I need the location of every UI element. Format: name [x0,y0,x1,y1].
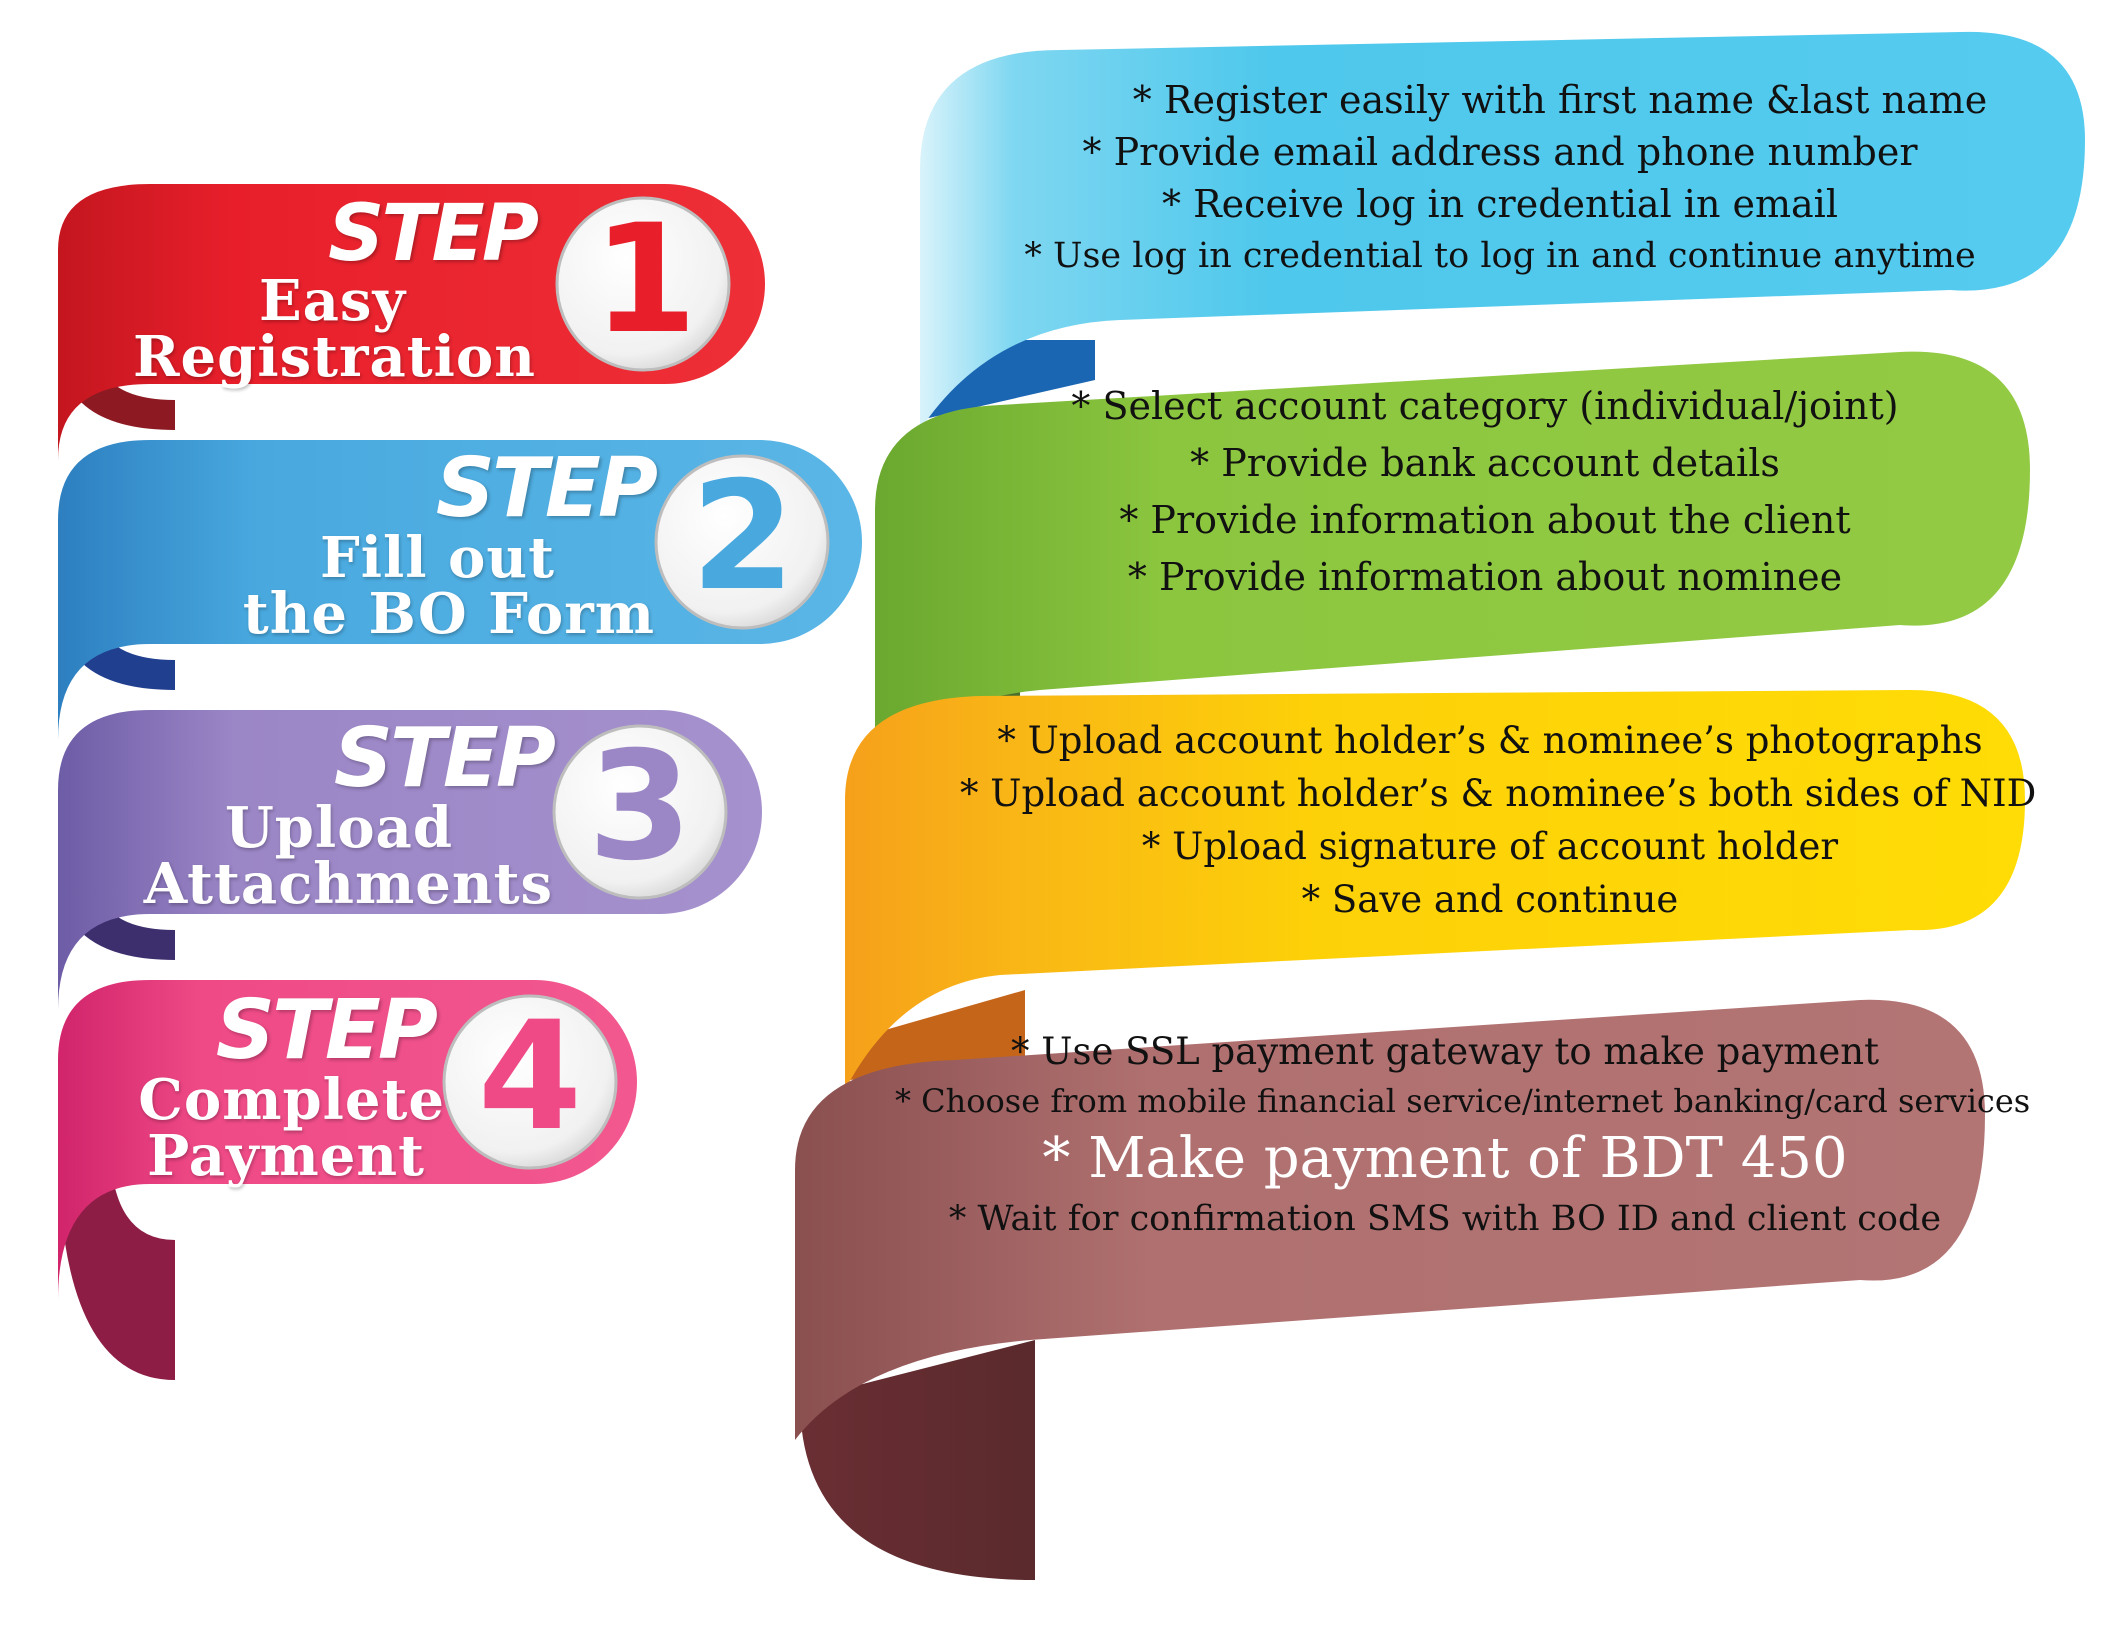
step-2-detail-3: * Provide information about the client [1119,498,1851,542]
step-1-detail-2: * Provide email address and phone number [1082,130,1918,174]
step-3-detail-4: * Save and continue [1301,878,1679,921]
step-4-title: STEP Complete Payment [138,983,444,1189]
step-1-title-line-1: Easy [258,268,406,334]
step-1-detail-3: * Receive log in credential in email [1161,182,1838,226]
step-4-title-line-2: Payment [147,1123,425,1189]
step-2-details: * Select account category (individual/jo… [960,378,2010,606]
step-4-title-line-1: Complete [138,1067,445,1133]
step-1-detail-1: * Register easily with first name &last … [1132,78,1988,122]
step-4-details: * Use SSL payment gateway to make paymen… [895,1026,2031,1244]
step-3-title: STEP Upload Attachments [143,711,556,917]
step-1-number: 1 [592,193,698,367]
step-2-word: STEP [435,441,658,536]
step-3-title-line-2: Attachments [143,851,553,917]
step-3-detail-1: * Upload account holder’s & nominee’s ph… [997,719,1983,762]
step-3-word: STEP [333,711,556,806]
step-4-word: STEP [215,983,438,1078]
step-1-details: * Register easily with first name &last … [960,74,2040,282]
step-4-number: 4 [477,990,583,1164]
step-3-title-line-1: Upload [224,795,453,861]
step-4-detail-3: * Make payment of BDT 450 [1042,1126,1848,1191]
step-2-detail-1: * Select account category (individual/jo… [1071,384,1899,428]
step-4-detail-4: * Wait for confirmation SMS with BO ID a… [948,1199,1942,1239]
step-3-detail-3: * Upload signature of account holder [1141,825,1839,868]
step-1-title-line-2: Registration [133,324,536,390]
step-1-word: STEP [328,189,539,279]
step-1-title: STEP Easy Registration [133,189,539,390]
step-3-number: 3 [587,720,693,894]
step-4-detail-1: * Use SSL payment gateway to make paymen… [1011,1030,1879,1073]
step-2-title-line-1: Fill out [319,525,555,591]
step-3-detail-2: * Upload account holder’s & nominee’s bo… [960,772,2037,815]
step-1-detail-4: * Use log in credential to log in and co… [1024,236,1976,276]
step-2-number: 2 [690,450,796,624]
step-2-title: STEP Fill out the BO Form [242,441,658,647]
step-2-detail-4: * Provide information about nominee [1127,555,1843,599]
step-2-title-line-2: the BO Form [242,581,655,647]
step-3-details: * Upload account holder’s & nominee’s ph… [960,714,2037,926]
step-4-detail-2: * Choose from mobile financial service/i… [895,1082,2031,1120]
step-2-detail-2: * Provide bank account details [1190,441,1780,485]
